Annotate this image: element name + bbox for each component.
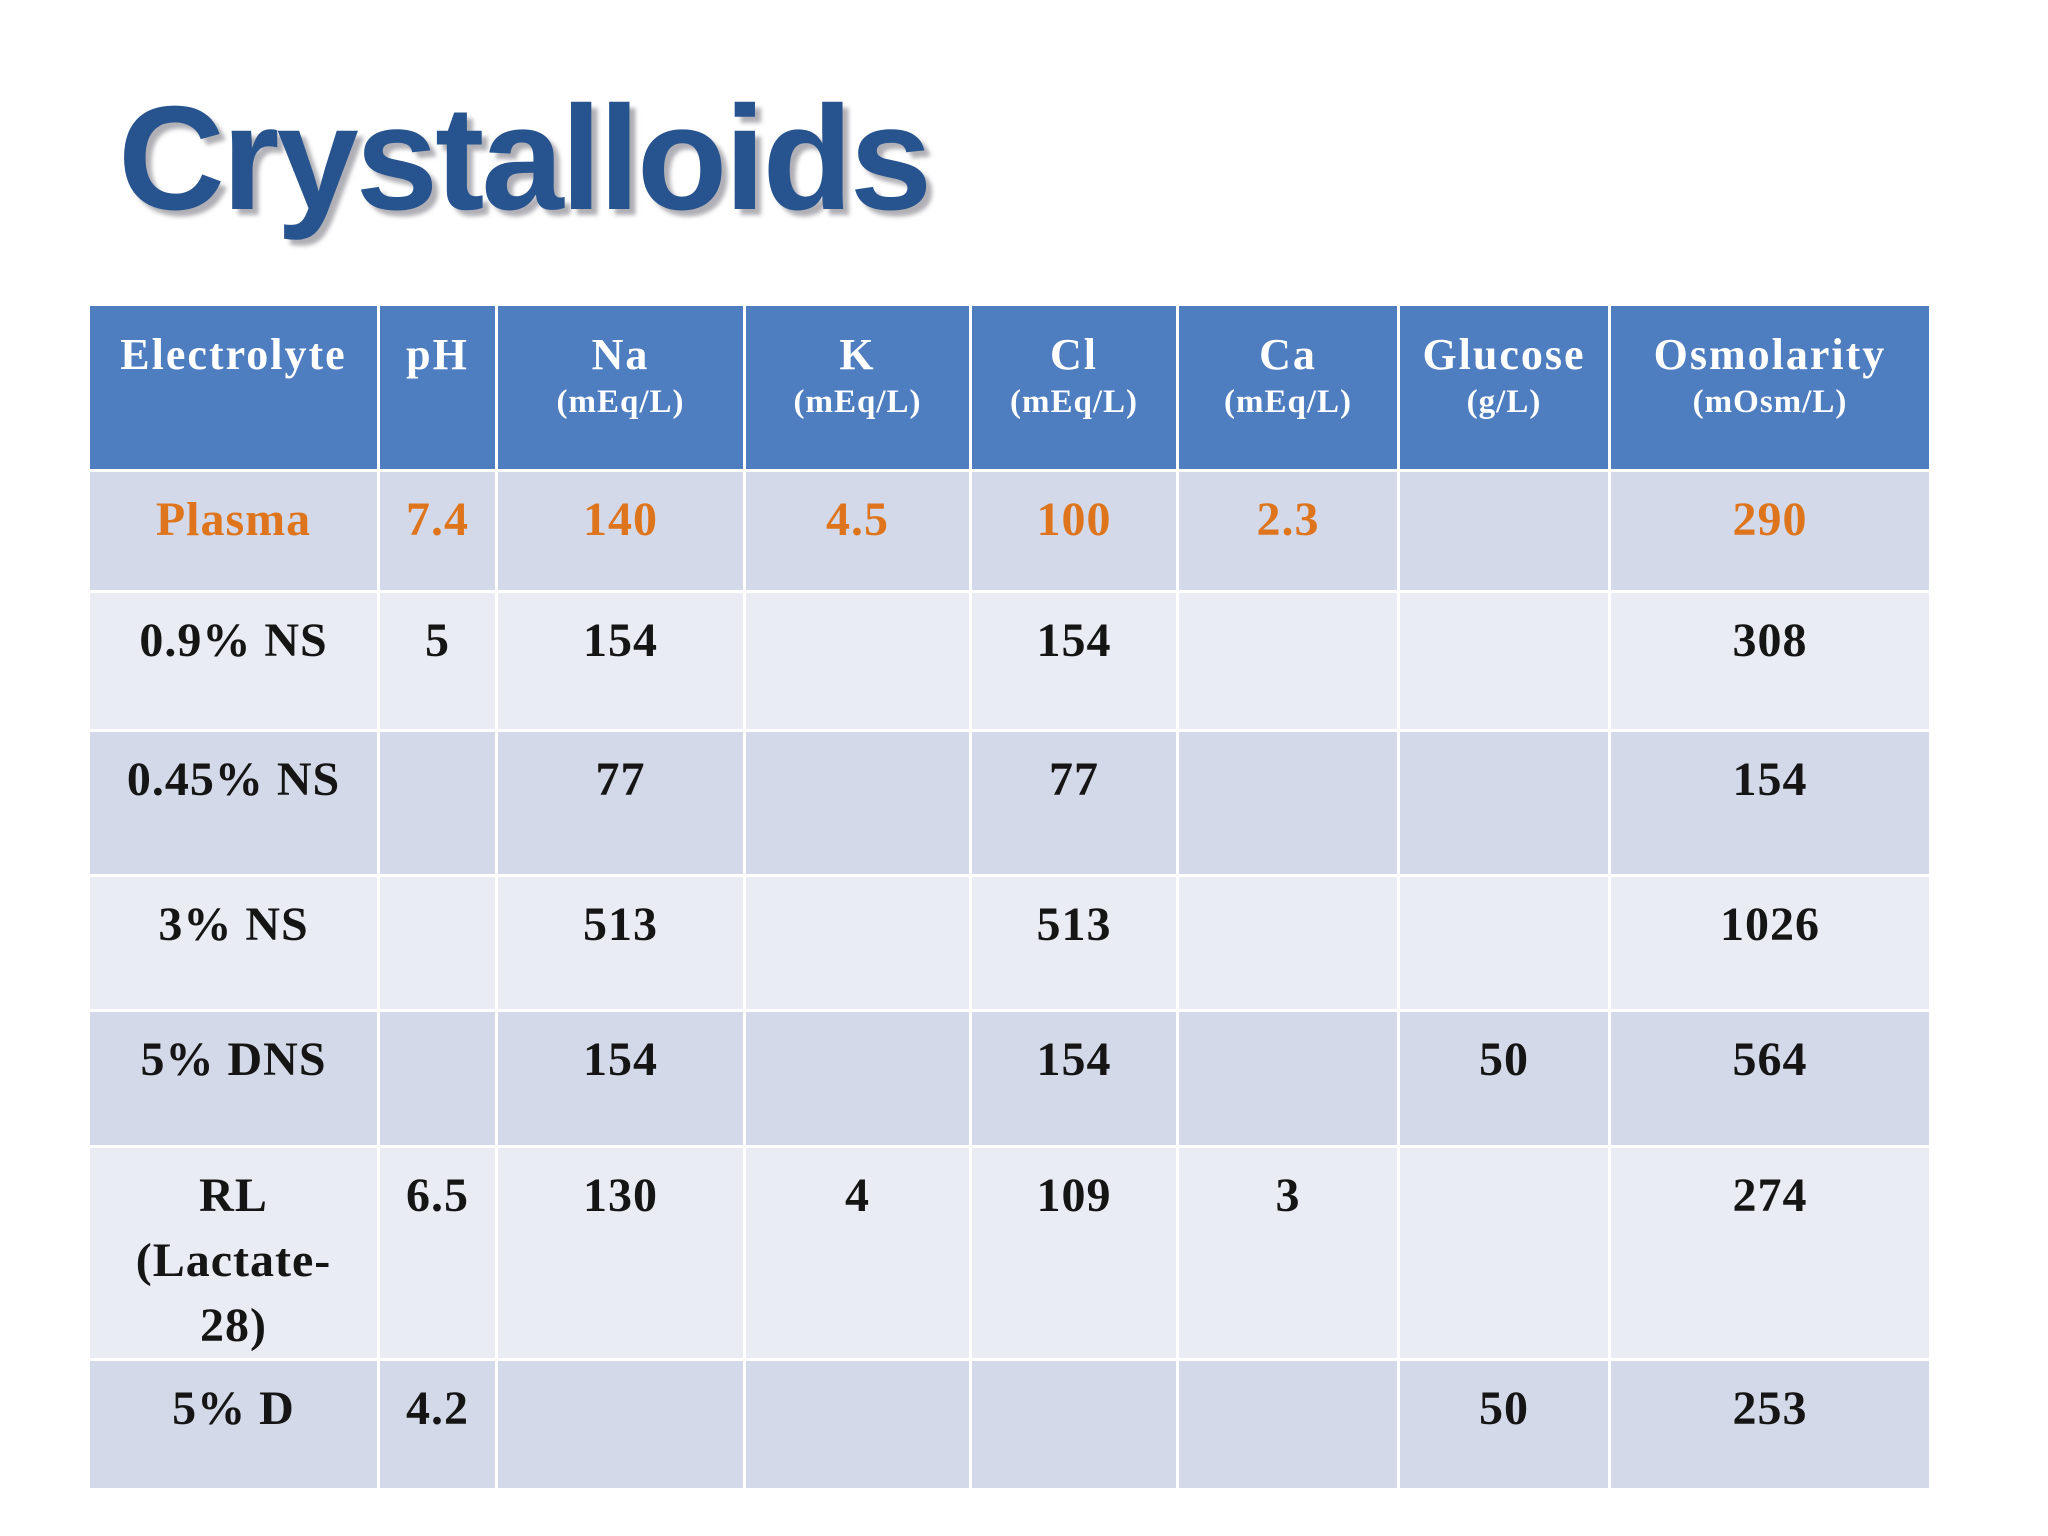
row-name-cell: 5% DNS [90, 1012, 380, 1148]
value-cell: 50 [1400, 1361, 1611, 1492]
column-header-label: Na [591, 330, 650, 379]
table-row: 5% D 4.2 50 253 [90, 1361, 1929, 1492]
value-cell: 274 [1611, 1148, 1929, 1362]
column-header-unit: (mEq/L) [556, 383, 685, 420]
value-cell [972, 1361, 1179, 1492]
header-row: Electrolyte pH Na (mEq/L) K (mEq/L) Cl (mEq/L) C… [90, 306, 1929, 472]
value-cell [380, 877, 498, 1012]
value-cell: 154 [972, 593, 1179, 732]
value-cell [1179, 593, 1400, 732]
value-cell: 253 [1611, 1361, 1929, 1492]
row-name-cell: RL (Lactate- 28) [90, 1148, 380, 1362]
column-header-k: K (mEq/L) [746, 306, 972, 472]
value-cell: 7.4 [380, 472, 498, 593]
value-cell: 77 [972, 732, 1179, 877]
table-row: RL (Lactate- 28) 6.5 130 4 109 3 274 [90, 1148, 1929, 1362]
value-cell: 2.3 [1179, 472, 1400, 593]
value-cell [746, 593, 972, 732]
value-cell: 130 [498, 1148, 746, 1362]
value-cell: 100 [972, 472, 1179, 593]
table-row: 0.9% NS 5 154 154 308 [90, 593, 1929, 732]
column-header-label: pH [406, 330, 469, 379]
column-header-label: Ca [1259, 330, 1317, 379]
table-row: 5% DNS 154 154 50 564 [90, 1012, 1929, 1148]
column-header-label: Electrolyte [120, 330, 347, 379]
column-header-label: Cl [1050, 330, 1098, 379]
row-name-cell: Plasma [90, 472, 380, 593]
column-header-ph: pH [380, 306, 498, 472]
table-header: Electrolyte pH Na (mEq/L) K (mEq/L) Cl (mEq/L) C… [90, 306, 1929, 472]
value-cell: 290 [1611, 472, 1929, 593]
value-cell: 50 [1400, 1012, 1611, 1148]
value-cell [498, 1361, 746, 1492]
value-cell [1179, 1361, 1400, 1492]
value-cell: 3 [1179, 1148, 1400, 1362]
value-cell: 6.5 [380, 1148, 498, 1362]
column-header-osmolarity: Osmolarity (mOsm/L) [1611, 306, 1929, 472]
table-body: Plasma 7.4 140 4.5 100 2.3 290 0.9% NS 5 154 154 30… [90, 472, 1929, 1492]
column-header-na: Na (mEq/L) [498, 306, 746, 472]
value-cell [1179, 877, 1400, 1012]
row-name-cell: 0.45% NS [90, 732, 380, 877]
column-header-unit: (mEq/L) [793, 383, 922, 420]
value-cell: 308 [1611, 593, 1929, 732]
column-header-unit [90, 381, 377, 391]
value-cell: 77 [498, 732, 746, 877]
value-cell [1179, 1012, 1400, 1148]
table-row: 3% NS 513 513 1026 [90, 877, 1929, 1012]
row-name-cell: 0.9% NS [90, 593, 380, 732]
column-header-unit: (mEq/L) [1223, 383, 1352, 420]
value-cell [380, 732, 498, 877]
column-header-glucose: Glucose (g/L) [1400, 306, 1611, 472]
value-cell: 154 [498, 593, 746, 732]
column-header-label: K [839, 330, 876, 379]
value-cell: 4.5 [746, 472, 972, 593]
value-cell: 5 [380, 593, 498, 732]
value-cell [746, 1012, 972, 1148]
value-cell: 513 [972, 877, 1179, 1012]
column-header-cl: Cl (mEq/L) [972, 306, 1179, 472]
value-cell [1400, 1148, 1611, 1362]
column-header-unit: (g/L) [1466, 383, 1542, 420]
value-cell [746, 877, 972, 1012]
table-row: Plasma 7.4 140 4.5 100 2.3 290 [90, 472, 1929, 593]
value-cell: 1026 [1611, 877, 1929, 1012]
value-cell [1400, 472, 1611, 593]
column-header-unit: (mOsm/L) [1692, 383, 1848, 420]
value-cell [746, 732, 972, 877]
row-name-cell: 3% NS [90, 877, 380, 1012]
value-cell: 4 [746, 1148, 972, 1362]
value-cell [746, 1361, 972, 1492]
value-cell: 154 [498, 1012, 746, 1148]
value-cell: 140 [498, 472, 746, 593]
value-cell: 564 [1611, 1012, 1929, 1148]
value-cell: 154 [1611, 732, 1929, 877]
value-cell: 513 [498, 877, 746, 1012]
value-cell [1179, 732, 1400, 877]
column-header-label: Osmolarity [1653, 330, 1887, 379]
column-header-ca: Ca (mEq/L) [1179, 306, 1400, 472]
crystalloids-table: Electrolyte pH Na (mEq/L) K (mEq/L) Cl (mEq/L) C… [90, 306, 1929, 1492]
value-cell [380, 1012, 498, 1148]
value-cell: 109 [972, 1148, 1179, 1362]
column-header-label: Glucose [1422, 330, 1586, 379]
row-name-cell: 5% D [90, 1361, 380, 1492]
page-title: Crystalloids [118, 76, 932, 241]
column-header-electrolyte: Electrolyte [90, 306, 380, 472]
table-row: 0.45% NS 77 77 154 [90, 732, 1929, 877]
column-header-unit: (mEq/L) [1009, 383, 1138, 420]
value-cell [1400, 593, 1611, 732]
value-cell: 154 [972, 1012, 1179, 1148]
value-cell: 4.2 [380, 1361, 498, 1492]
value-cell [1400, 877, 1611, 1012]
value-cell [1400, 732, 1611, 877]
column-header-unit [380, 381, 495, 391]
